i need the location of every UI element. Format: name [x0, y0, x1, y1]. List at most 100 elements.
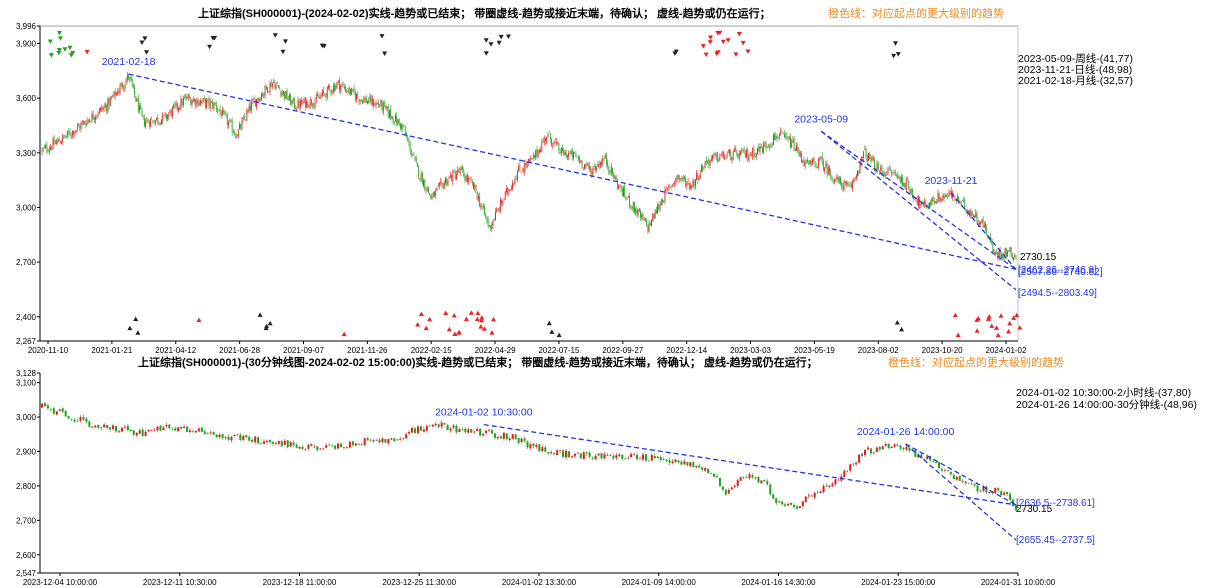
x-tick-label: 2021-01-21 — [91, 346, 132, 355]
candle-body — [693, 180, 695, 186]
candle-body — [349, 88, 351, 95]
candle-body — [701, 467, 704, 470]
candle-body — [702, 166, 704, 170]
candle-body — [748, 157, 750, 161]
candle-body — [993, 249, 995, 252]
x-tick-label: 2021-11-26 — [347, 346, 388, 355]
candle-body — [301, 99, 303, 105]
candle-body — [729, 149, 730, 154]
candle-body — [641, 454, 645, 460]
candle-body — [972, 214, 974, 218]
candle-body — [325, 93, 327, 98]
candle-body — [917, 454, 920, 458]
candle-body — [206, 433, 209, 434]
sell-signal-marker — [47, 39, 53, 45]
buy-signal-marker — [452, 331, 458, 337]
candle-body — [630, 205, 632, 208]
y-tick-label: 3,100 — [16, 379, 37, 388]
candle-body — [969, 209, 971, 217]
candle-body — [169, 110, 171, 113]
candle-body — [58, 138, 60, 142]
candle-body — [241, 120, 243, 130]
candle-body — [571, 149, 573, 159]
trend-start-label: 2024-01-02 10:30:00 — [435, 407, 533, 419]
candle-body — [208, 98, 210, 107]
candle-body — [708, 160, 710, 166]
candle-body — [908, 181, 910, 188]
candle-body — [312, 103, 314, 106]
buy-signal-marker — [549, 329, 555, 334]
candle-body — [75, 129, 77, 133]
candle-body — [831, 176, 833, 180]
candle-body — [479, 196, 481, 207]
candle-body — [887, 443, 890, 449]
range-label: [2655.45--2737.5] — [1016, 535, 1095, 546]
candle-body — [721, 151, 723, 156]
candle-body — [90, 121, 92, 123]
candle-body — [196, 99, 198, 105]
candle-body — [1007, 251, 1008, 257]
candle-body — [807, 159, 808, 162]
candle-body — [1002, 254, 1004, 258]
candle-body — [835, 179, 837, 181]
candle-body — [396, 439, 399, 441]
candle-body — [821, 156, 823, 163]
candle-body — [1014, 505, 1018, 511]
candle-body — [254, 100, 256, 107]
candle-body — [223, 111, 225, 112]
candle-body — [532, 443, 535, 447]
candle-body — [258, 98, 260, 102]
candle-body — [158, 122, 160, 123]
candle-body — [65, 136, 67, 137]
candle-body — [603, 158, 605, 160]
candle-body — [318, 96, 320, 98]
range-label: [2636.5--2738.61] — [1016, 498, 1095, 509]
candle-body — [111, 97, 112, 98]
candle-body — [146, 119, 148, 121]
candle-body — [476, 429, 479, 432]
candle-body — [248, 436, 251, 441]
candle-body — [263, 93, 265, 97]
candle-body — [529, 444, 532, 449]
candle-body — [161, 119, 162, 125]
chart-title-note: 橙色线：对应起点的更大级别的趋势 — [828, 6, 1004, 20]
candle-body — [430, 194, 432, 199]
candle-body — [215, 434, 218, 438]
candle-body — [665, 459, 668, 462]
candle-body — [544, 447, 547, 452]
candle-body — [735, 148, 737, 150]
candle-body — [905, 179, 907, 191]
candle-body — [925, 201, 927, 207]
candle-body — [961, 200, 963, 202]
candle-body — [876, 163, 878, 173]
trend-line — [483, 423, 1017, 506]
candle-body — [422, 429, 425, 432]
candle-body — [345, 86, 346, 92]
candle-body — [698, 465, 701, 468]
candle-body — [670, 186, 672, 188]
candle-body — [955, 199, 957, 202]
candle-body — [228, 122, 229, 126]
candle-body — [114, 90, 116, 97]
sell-signal-marker — [142, 36, 148, 41]
candle-body — [423, 180, 424, 187]
candle-body — [98, 109, 100, 114]
candle-body — [648, 222, 650, 232]
trend-start-label: 2023-05-09 — [794, 113, 848, 125]
y-tick-label: 3,000 — [16, 413, 37, 422]
candle-body — [853, 178, 855, 182]
candle-body — [455, 425, 458, 433]
candle-body — [997, 252, 999, 259]
candle-body — [977, 223, 979, 224]
candle-body — [405, 434, 408, 439]
x-tick-label: 2023-10-20 — [922, 346, 963, 355]
candle-body — [825, 163, 827, 167]
candle-body — [375, 102, 377, 106]
candle-body — [431, 424, 434, 427]
buy-signal-marker — [998, 313, 1004, 318]
y-tick-label: 3,900 — [16, 39, 37, 48]
candle-body — [67, 415, 70, 419]
range-label: [2462.26--2746.8] — [1018, 265, 1097, 276]
candle-body — [480, 205, 482, 208]
candle-body — [319, 96, 321, 99]
